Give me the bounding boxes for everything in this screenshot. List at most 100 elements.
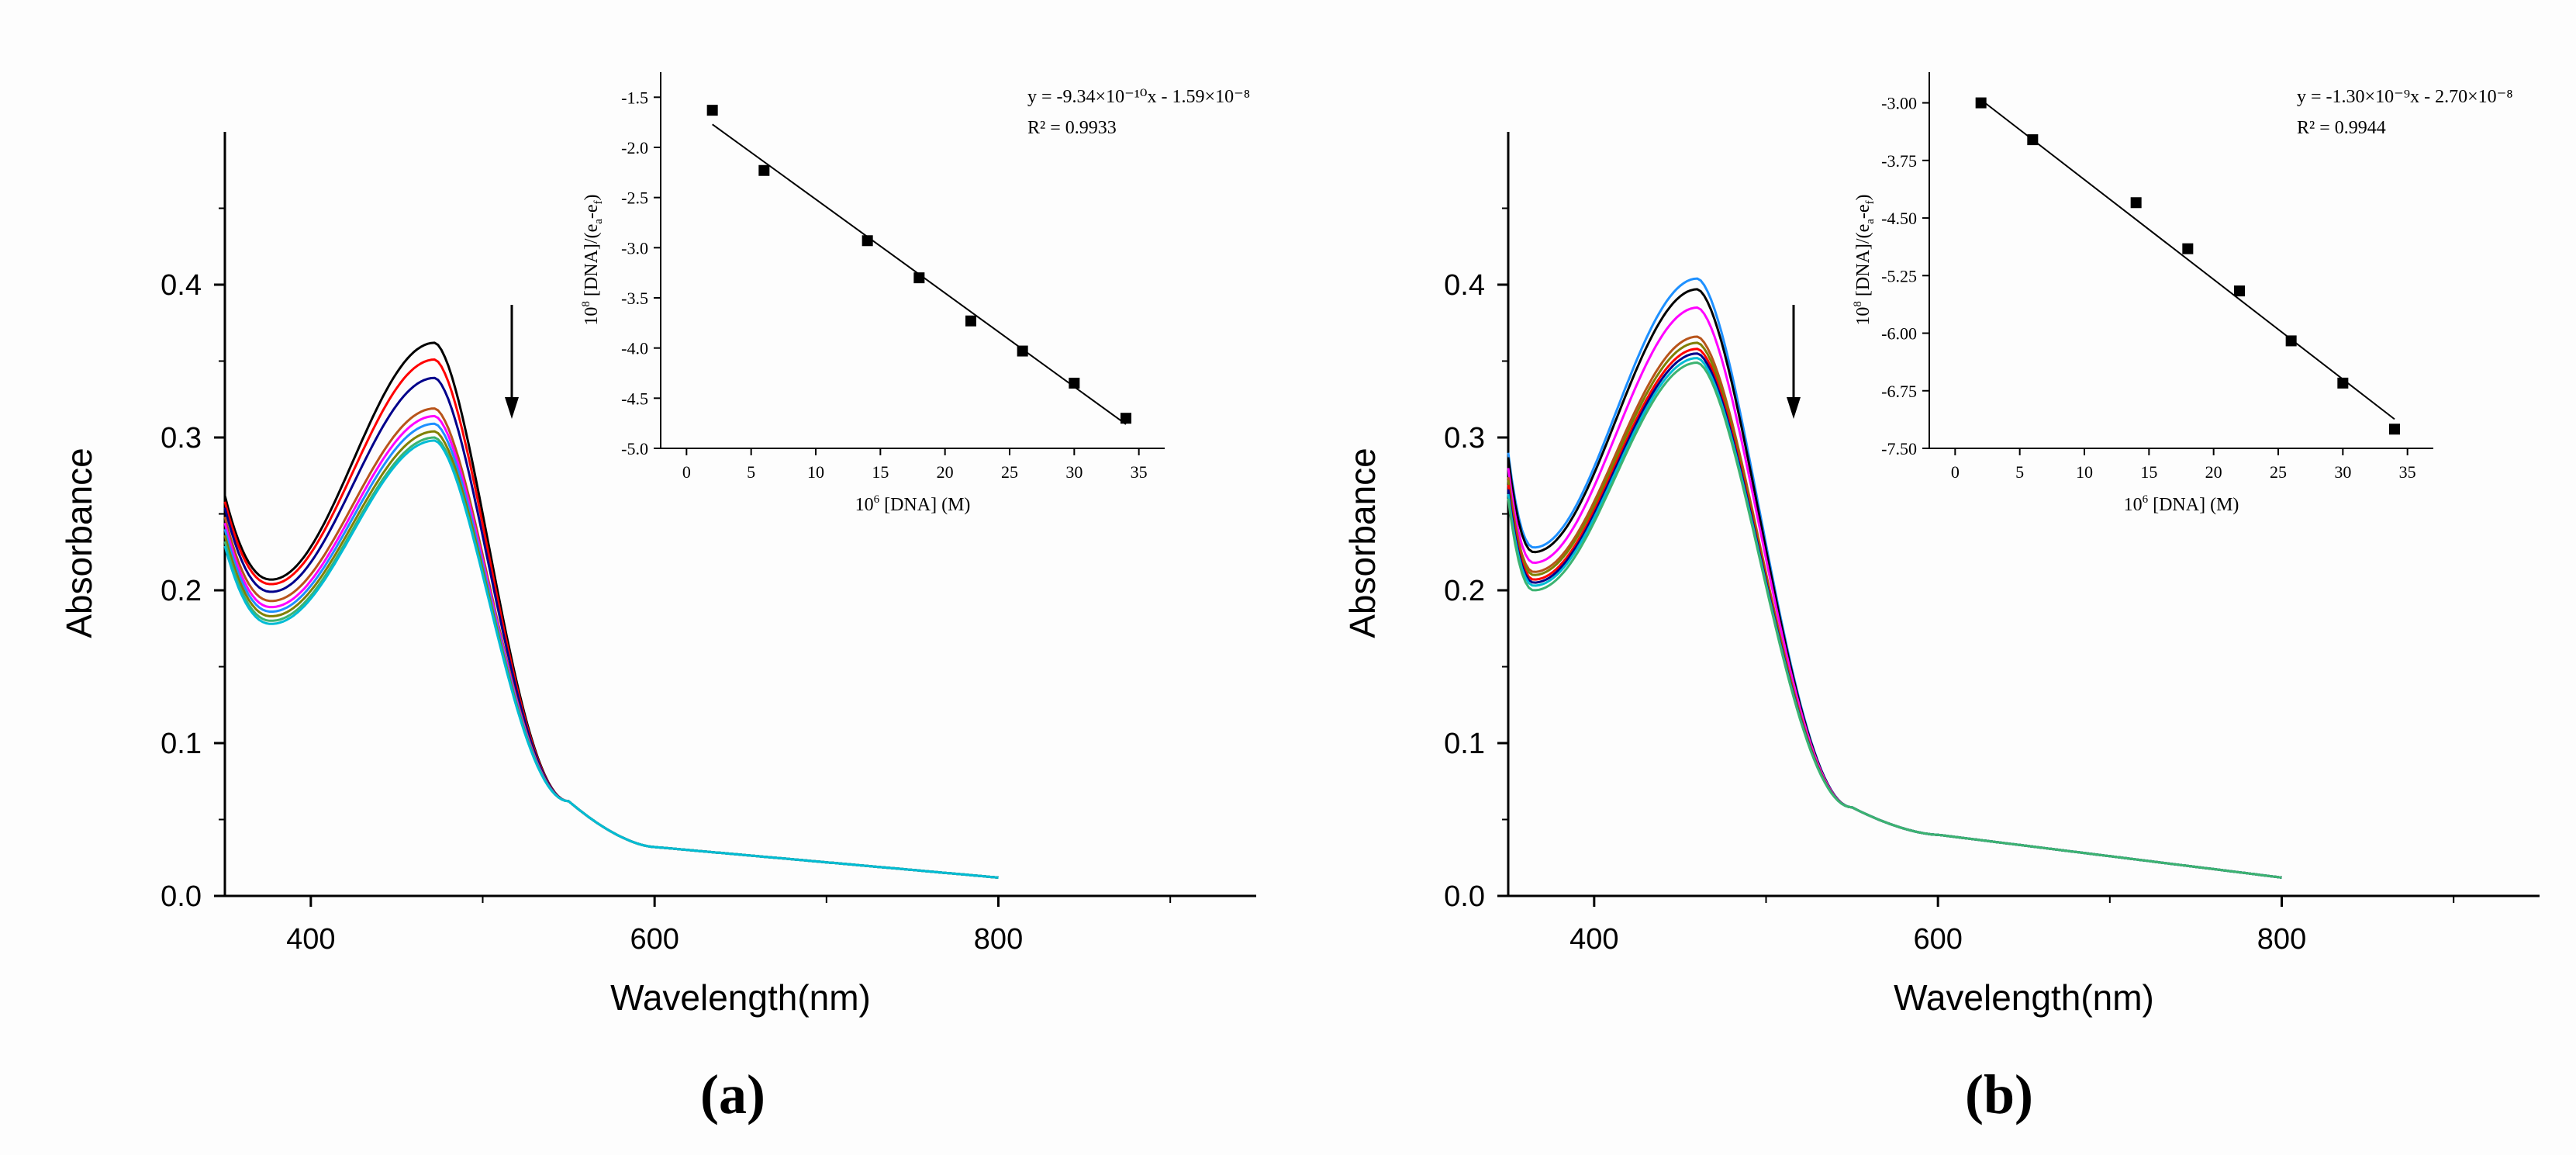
a-main-spectrum-4 bbox=[223, 414, 999, 879]
panel-b-inset-chart: 0 5 10 15 20 25 30 35 -7.50 -6.75 -6.00 -5.25 -4.50 -… bbox=[1852, 72, 2513, 515]
a-inset-y-tick-label: -4.0 bbox=[621, 339, 648, 358]
a-main-x-tick-label: 800 bbox=[974, 923, 1023, 956]
a-main-spectrum-2 bbox=[223, 376, 999, 879]
a-main-y-label: Absorbance bbox=[59, 448, 99, 638]
b-main-spectrum-4 bbox=[1507, 341, 2282, 879]
b-main-spectrum-3 bbox=[1507, 335, 2282, 879]
a-inset-x-tick-label: 30 bbox=[1065, 462, 1083, 482]
b-main-x-tick-label: 800 bbox=[2257, 923, 2306, 956]
b-inset-x-tick-label: 20 bbox=[2205, 462, 2222, 482]
b-inset-y-tick-label: -3.75 bbox=[1881, 151, 1917, 171]
b-main-y-tick-label: 0.1 bbox=[1444, 728, 1485, 760]
a-main-series bbox=[223, 341, 999, 879]
a-main-y-tick-label: 0.1 bbox=[161, 728, 202, 760]
a-inset-y-tick-label: -2.0 bbox=[621, 138, 648, 157]
b-inset-point bbox=[1975, 97, 1987, 109]
b-inset-y-tick-label: -7.50 bbox=[1881, 439, 1917, 458]
a-main-y-tick-label: 0.0 bbox=[161, 880, 202, 913]
b-main-x-tick-label: 600 bbox=[1913, 923, 1962, 956]
b-inset-x-tick-label: 35 bbox=[2399, 462, 2416, 482]
b-inset-point bbox=[2182, 243, 2194, 254]
b-inset-y-tick-label: -5.25 bbox=[1881, 266, 1917, 285]
a-main-spectrum-1 bbox=[223, 358, 999, 879]
a-main-y-tick-label: 0.3 bbox=[161, 422, 202, 455]
b-inset-x-tick-label: 5 bbox=[2015, 462, 2024, 482]
a-inset-y-tick-label: -3.0 bbox=[621, 238, 648, 258]
a-inset-x-tick-label: 35 bbox=[1131, 462, 1148, 482]
a-inset-y-label: 108 [DNA]/(ea-ef) bbox=[580, 194, 605, 325]
a-inset-point bbox=[1017, 345, 1028, 357]
a-inset-y-tick-label: -4.5 bbox=[621, 389, 648, 408]
a-inset-y-tick-label: -3.5 bbox=[621, 289, 648, 308]
b-main-x-label: Wavelength(nm) bbox=[1894, 977, 2154, 1018]
b-inset-point bbox=[2285, 335, 2297, 347]
b-main-y-tick-label: 0.3 bbox=[1444, 422, 1485, 455]
b-inset-x-tick-label: 30 bbox=[2334, 462, 2351, 482]
b-inset-point bbox=[2027, 134, 2039, 146]
b-inset-y-tick-label: -6.00 bbox=[1881, 324, 1917, 344]
a-inset-point bbox=[965, 315, 976, 327]
b-inset-y-tick-label: -4.50 bbox=[1881, 209, 1917, 228]
panel-a-label: (a) bbox=[700, 1063, 765, 1126]
b-inset-x-tick-label: 25 bbox=[2270, 462, 2287, 482]
a-inset-x-tick-label: 20 bbox=[937, 462, 954, 482]
a-inset-point bbox=[1121, 413, 1131, 424]
a-inset-x-tick-label: 10 bbox=[807, 462, 824, 482]
b-main-x-tick-label: 400 bbox=[1569, 923, 1618, 956]
panel-b-label: (b) bbox=[1965, 1063, 2033, 1126]
a-inset-point bbox=[706, 105, 718, 116]
b-inset-y-label: 108 [DNA]/(ea-ef) bbox=[1852, 194, 1877, 325]
b-inset-equation: y = -1.30×10⁻⁹x - 2.70×10⁻⁸ bbox=[2297, 87, 2513, 107]
b-main-y-tick-label: 0.4 bbox=[1444, 269, 1485, 302]
a-inset-y-tick-label: -2.5 bbox=[621, 188, 648, 208]
a-arrow-head bbox=[505, 397, 519, 419]
a-inset-point bbox=[913, 272, 925, 284]
a-inset-points bbox=[706, 105, 1131, 424]
b-inset-fit-line bbox=[1980, 99, 2395, 420]
a-inset-point bbox=[1069, 377, 1080, 389]
b-main-spectrum-8 bbox=[1507, 361, 2282, 879]
b-main-ticks: 400 600 800 0.0 0.1 0.2 0.3 0.4 bbox=[1444, 207, 2455, 956]
b-main-spectrum-5 bbox=[1507, 348, 2282, 879]
b-main-y-label: Absorbance bbox=[1342, 448, 1383, 638]
a-main-x-tick-label: 400 bbox=[286, 923, 335, 956]
a-main-spectrum-5 bbox=[223, 422, 999, 879]
b-inset-x-tick-label: 15 bbox=[2140, 462, 2157, 482]
b-inset-point bbox=[2337, 377, 2349, 389]
a-decrease-arrow bbox=[505, 305, 519, 419]
b-main-y-tick-label: 0.0 bbox=[1444, 880, 1485, 913]
b-inset-point bbox=[2130, 197, 2142, 209]
a-inset-ticks: 0 5 10 15 20 25 30 35 -5.0 -4.5 -4.0 -3.5 -3.0 -2.5 -2… bbox=[621, 88, 1147, 482]
a-main-x-label: Wavelength(nm) bbox=[610, 977, 871, 1018]
b-main-series bbox=[1507, 277, 2282, 879]
b-inset-point bbox=[2389, 424, 2400, 435]
b-decrease-arrow bbox=[1787, 305, 1801, 419]
a-main-y-tick-label: 0.2 bbox=[161, 575, 202, 607]
a-inset-r2: R² = 0.9933 bbox=[1027, 118, 1117, 138]
b-inset-points bbox=[1975, 97, 2400, 435]
a-main-x-tick-label: 600 bbox=[630, 923, 679, 956]
a-inset-x-label: 106 [DNA] (M) bbox=[855, 493, 971, 515]
a-main-spectrum-8 bbox=[223, 439, 999, 879]
b-arrow-head bbox=[1787, 397, 1801, 419]
a-inset-x-tick-label: 15 bbox=[872, 462, 889, 482]
a-inset-point bbox=[758, 164, 770, 176]
a-main-spectrum-0 bbox=[223, 341, 999, 879]
a-inset-x-tick-label: 5 bbox=[747, 462, 755, 482]
b-inset-point bbox=[2234, 285, 2245, 297]
a-main-ticks: 400 600 800 0.0 0.1 0.2 0.3 0.4 bbox=[161, 207, 1172, 956]
b-main-y-tick-label: 0.2 bbox=[1444, 575, 1485, 607]
a-inset-y-tick-label: -1.5 bbox=[621, 88, 648, 107]
b-inset-r2: R² = 0.9944 bbox=[2297, 118, 2386, 138]
b-inset-y-tick-label: -3.00 bbox=[1881, 94, 1917, 113]
a-inset-point bbox=[862, 235, 873, 247]
a-inset-equation: y = -9.34×10⁻¹⁰x - 1.59×10⁻⁸ bbox=[1027, 87, 1250, 107]
a-inset-x-tick-label: 0 bbox=[682, 462, 691, 482]
b-main-spectrum-1 bbox=[1507, 288, 2282, 879]
b-inset-x-label: 106 [DNA] (M) bbox=[2124, 493, 2239, 515]
a-inset-x-tick-label: 25 bbox=[1001, 462, 1018, 482]
